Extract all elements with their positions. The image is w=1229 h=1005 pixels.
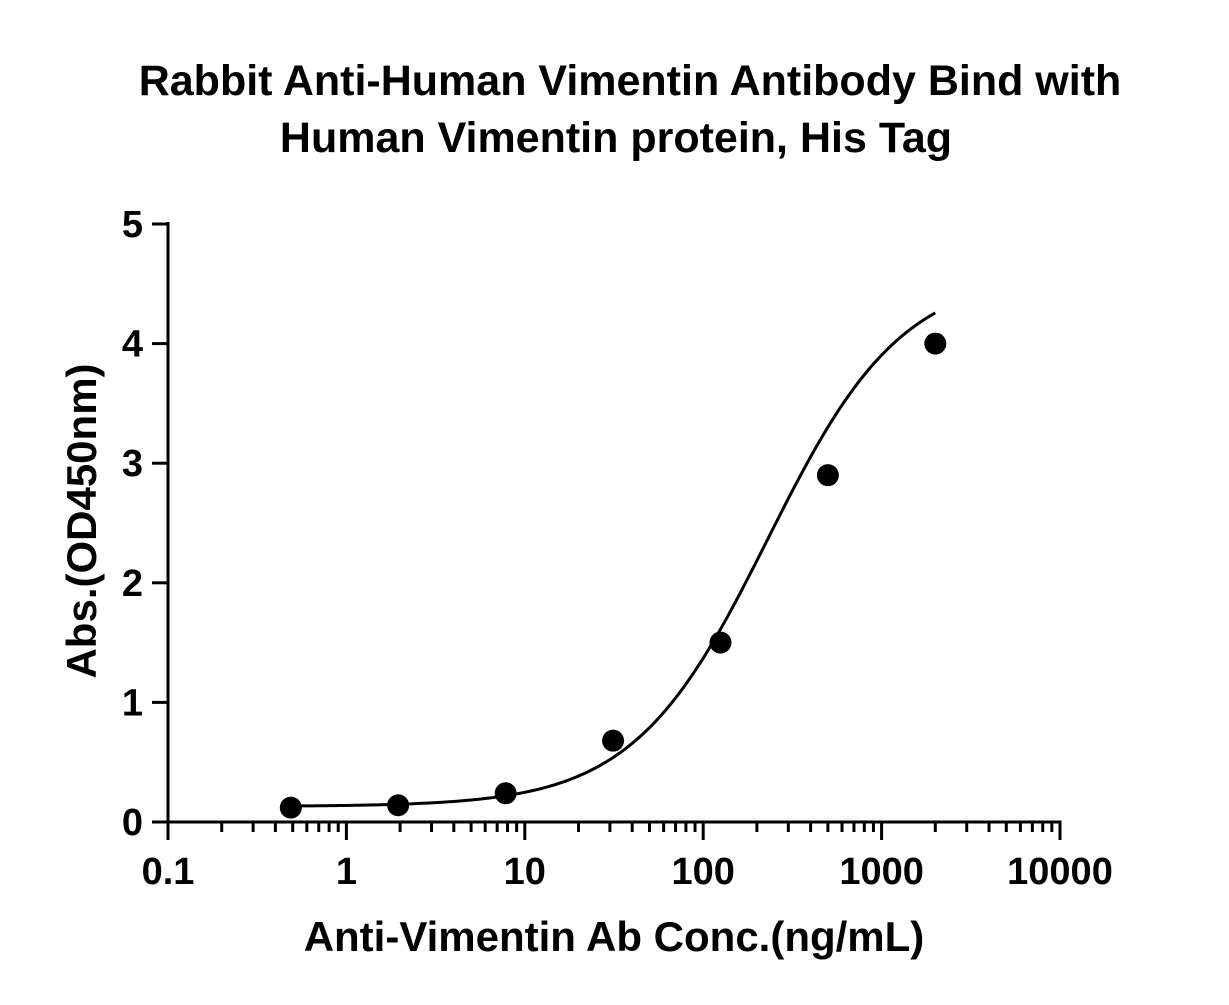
x-tick-label: 1000 bbox=[839, 851, 924, 893]
data-points bbox=[279, 332, 947, 819]
x-axis-label: Anti-Vimentin Ab Conc.(ng/mL) bbox=[304, 913, 925, 960]
data-point bbox=[494, 782, 517, 805]
x-tick-label: 0.1 bbox=[142, 851, 195, 893]
chart-title-line-2: Human Vimentin protein, His Tag bbox=[280, 114, 952, 162]
y-tick-label: 4 bbox=[122, 324, 143, 366]
y-tick-label: 5 bbox=[122, 204, 143, 246]
data-point bbox=[387, 794, 410, 817]
x-tick-label: 1 bbox=[336, 851, 357, 893]
data-point bbox=[816, 464, 839, 487]
x-tick-label: 100 bbox=[671, 851, 734, 893]
y-tick-label: 3 bbox=[122, 443, 143, 485]
y-axis-label: Abs.(OD450nm) bbox=[58, 363, 105, 678]
axes bbox=[166, 222, 1062, 824]
x-tick-label: 10000 bbox=[1007, 851, 1113, 893]
y-axis-ticks: 0 1 2 3 4 5 bbox=[122, 204, 168, 844]
y-tick-label: 2 bbox=[122, 563, 143, 605]
x-tick-label: 10 bbox=[504, 851, 546, 893]
data-point bbox=[709, 631, 732, 654]
chart-title-line-1: Rabbit Anti-Human Vimentin Antibody Bind… bbox=[139, 57, 1122, 105]
data-point bbox=[279, 796, 302, 819]
data-point bbox=[602, 729, 625, 752]
data-point bbox=[924, 332, 947, 355]
y-tick-label: 1 bbox=[122, 682, 143, 724]
x-axis-ticks: 0.1 1 10 100 1000 10000 bbox=[142, 822, 1113, 893]
y-tick-label: 0 bbox=[122, 802, 143, 844]
